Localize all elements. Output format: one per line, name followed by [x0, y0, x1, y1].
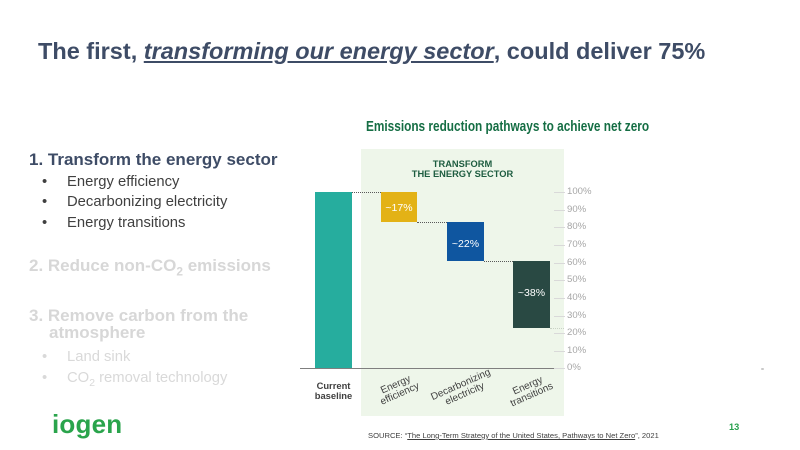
- svg-text:iogen: iogen: [52, 409, 122, 439]
